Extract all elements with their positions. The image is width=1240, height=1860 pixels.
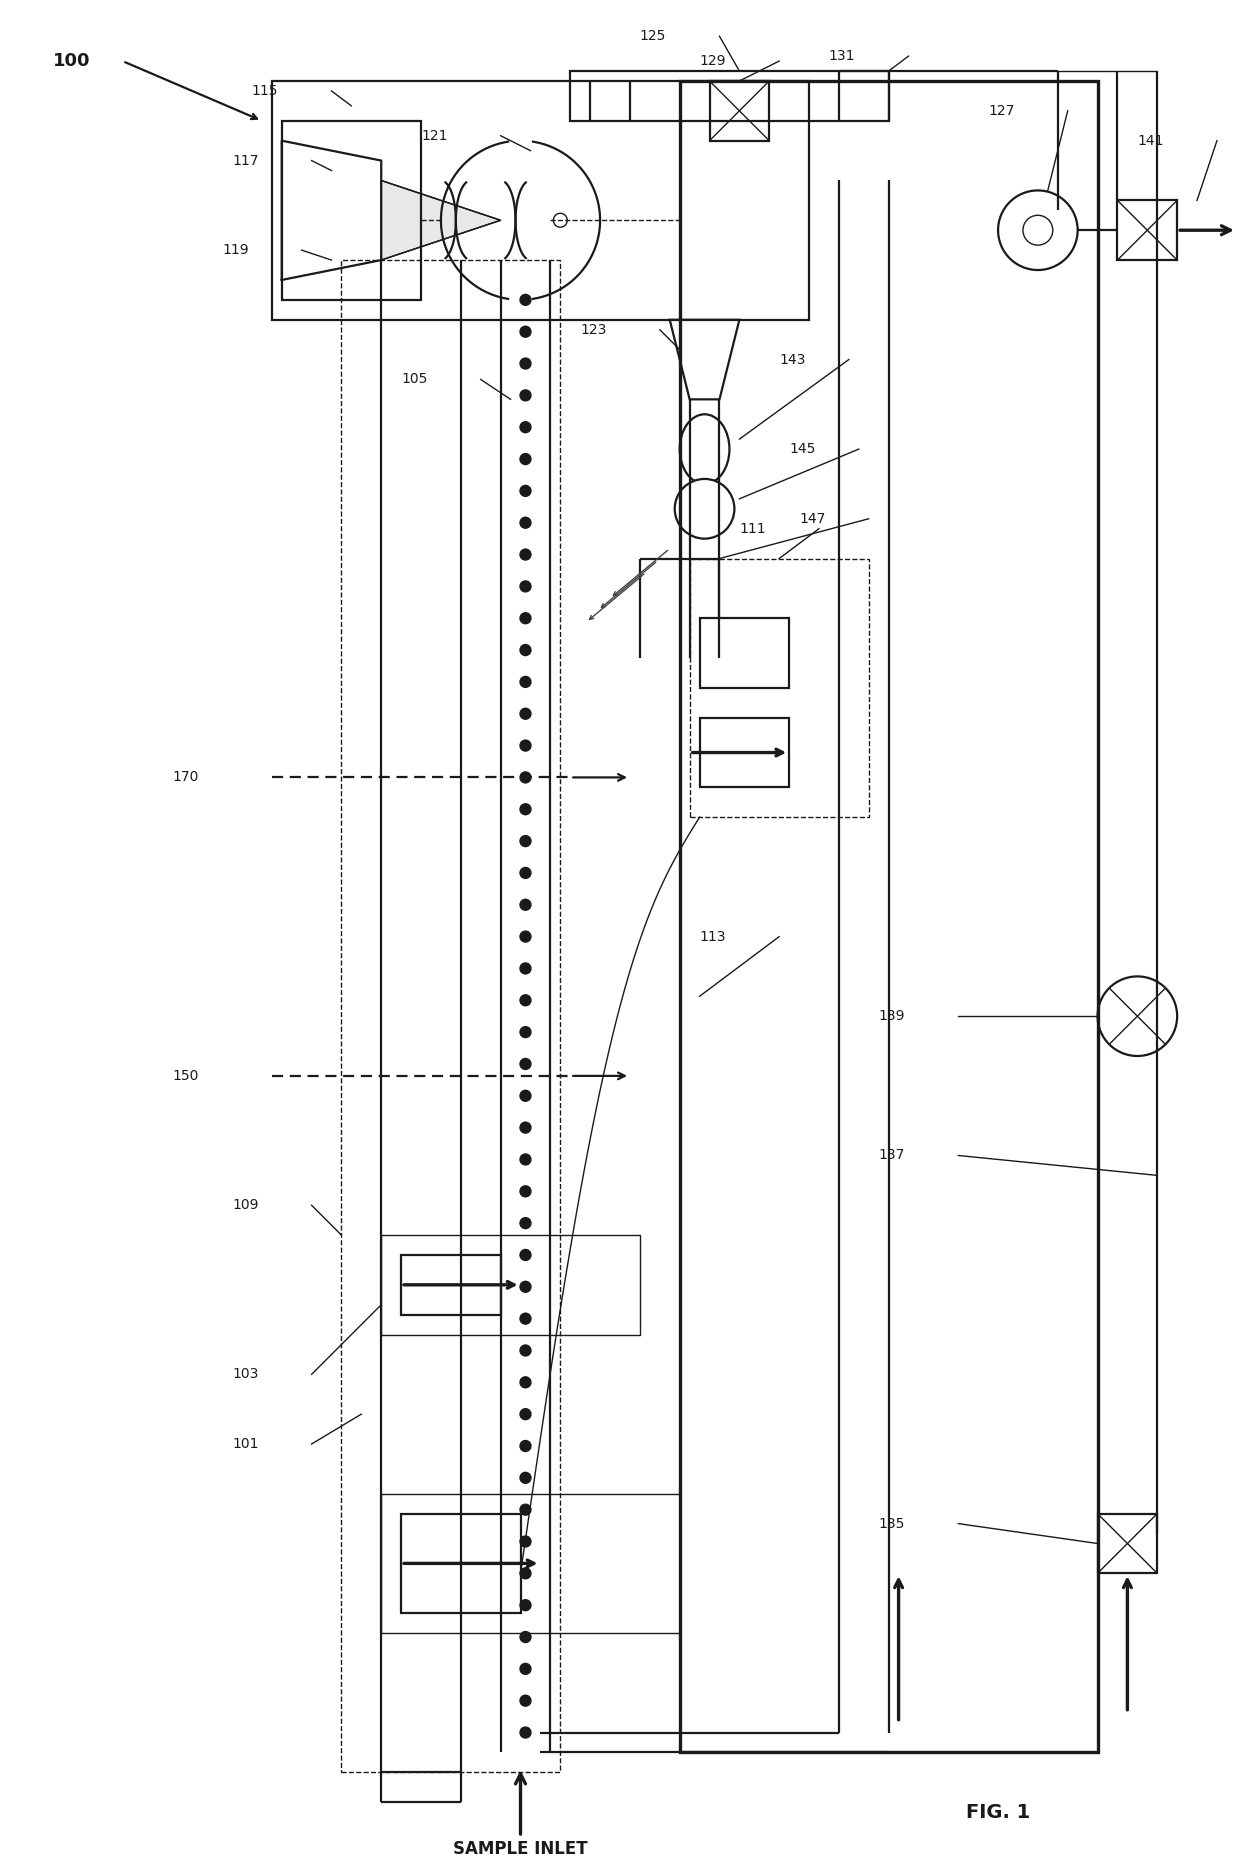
Circle shape [520,709,531,720]
Bar [281,121,422,299]
Text: 139: 139 [879,1010,905,1023]
Bar [680,82,1097,1752]
Circle shape [520,1694,531,1706]
Circle shape [520,1376,531,1388]
Text: 121: 121 [422,128,448,143]
Circle shape [520,677,531,688]
Text: 123: 123 [580,322,606,337]
Bar [1117,201,1177,260]
Text: 119: 119 [222,244,249,257]
Text: 150: 150 [172,1070,198,1083]
Bar [709,82,769,141]
Text: 129: 129 [699,54,727,69]
Circle shape [520,549,531,560]
Circle shape [520,580,531,591]
Text: 117: 117 [232,154,258,167]
Bar [699,718,789,787]
Circle shape [520,995,531,1006]
Text: 115: 115 [252,84,279,99]
Circle shape [520,391,531,402]
Circle shape [520,1058,531,1070]
Bar [689,558,869,817]
Circle shape [520,1600,531,1611]
Circle shape [520,454,531,465]
Ellipse shape [680,415,729,484]
Text: 147: 147 [799,512,826,526]
Circle shape [520,1408,531,1419]
Circle shape [520,772,531,783]
Circle shape [520,326,531,337]
Text: 143: 143 [779,353,806,366]
Circle shape [520,1536,531,1548]
Bar [381,1235,640,1335]
Text: 111: 111 [739,521,766,536]
Circle shape [520,1568,531,1579]
Text: 135: 135 [879,1516,905,1531]
Text: 137: 137 [879,1148,905,1162]
Circle shape [520,1122,531,1133]
Circle shape [520,359,531,368]
Circle shape [520,932,531,941]
Polygon shape [670,320,739,400]
Circle shape [520,1663,531,1674]
Text: 113: 113 [699,930,727,943]
Bar [401,1514,521,1613]
Circle shape [520,1027,531,1038]
Text: 131: 131 [828,48,856,63]
Text: 170: 170 [172,770,198,785]
Circle shape [1097,976,1177,1056]
Text: 100: 100 [53,52,91,71]
Circle shape [520,835,531,846]
Text: 145: 145 [789,443,816,456]
Circle shape [520,1728,531,1737]
Circle shape [520,517,531,528]
Circle shape [520,1440,531,1451]
Circle shape [520,867,531,878]
Text: 109: 109 [232,1198,258,1213]
Circle shape [520,1282,531,1293]
Text: 141: 141 [1137,134,1164,147]
Circle shape [553,214,567,227]
Text: 103: 103 [232,1367,258,1382]
Circle shape [998,190,1078,270]
Polygon shape [381,180,501,260]
Bar [401,1256,501,1315]
Bar [341,260,560,1773]
Bar [570,71,889,121]
Bar [381,1494,680,1633]
Circle shape [520,1218,531,1229]
Circle shape [520,294,531,305]
Text: 125: 125 [640,30,666,43]
Circle shape [520,612,531,623]
Circle shape [520,740,531,751]
Circle shape [520,804,531,815]
Circle shape [520,422,531,433]
Circle shape [520,1090,531,1101]
Circle shape [520,1631,531,1642]
Text: 101: 101 [232,1438,258,1451]
Text: 105: 105 [401,372,428,387]
Circle shape [520,898,531,910]
Circle shape [520,1505,531,1516]
Circle shape [520,1345,531,1356]
Circle shape [520,1473,531,1482]
Bar [699,618,789,688]
Circle shape [520,1187,531,1196]
Bar [272,82,808,320]
Circle shape [675,478,734,539]
Circle shape [520,963,531,975]
Text: SAMPLE INLET: SAMPLE INLET [453,1840,588,1858]
Circle shape [520,1153,531,1164]
Circle shape [520,485,531,497]
Circle shape [520,645,531,655]
Circle shape [520,1313,531,1324]
Text: 127: 127 [988,104,1014,117]
Text: FIG. 1: FIG. 1 [966,1802,1030,1821]
Bar [1097,1514,1157,1574]
Circle shape [520,1250,531,1261]
